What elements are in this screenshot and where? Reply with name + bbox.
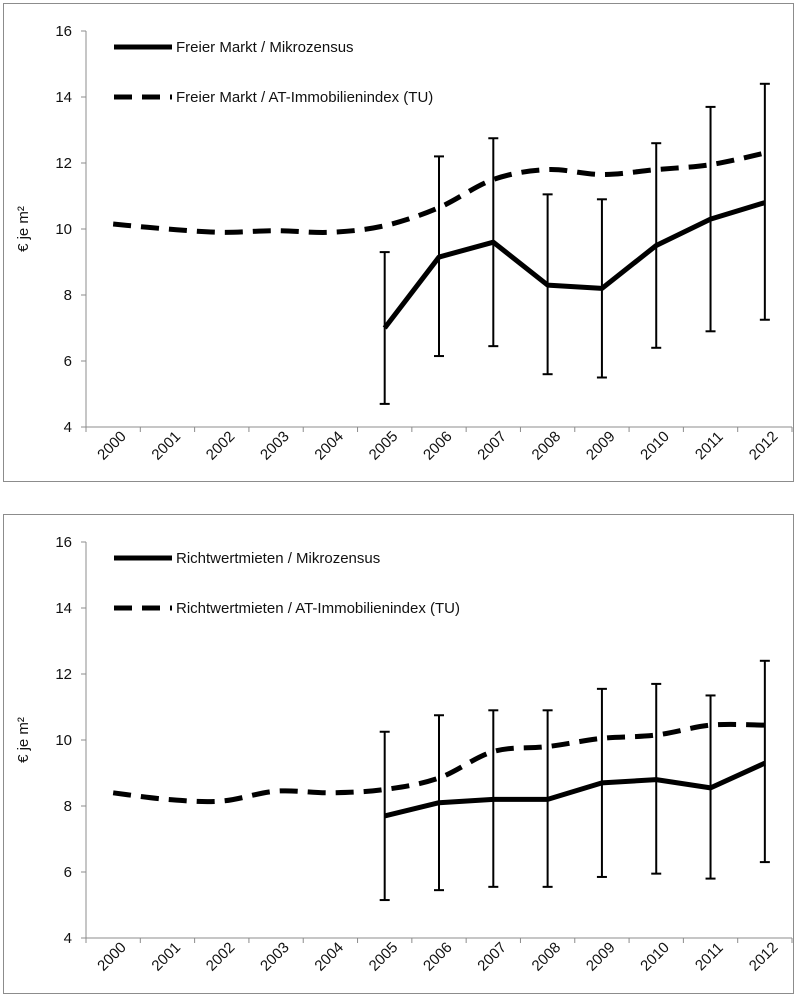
- legend-label-0: Richtwertmieten / Mikrozensus: [176, 550, 380, 567]
- x-tick-label: 2010: [637, 428, 673, 464]
- x-tick-label: 2001: [148, 939, 184, 975]
- x-tick-label: 2001: [148, 428, 184, 464]
- chart-panel-freier-markt: 4 6 8 10 12 14 16 2000 2001 2002 2003 2004 2005 2006 2…: [3, 3, 794, 482]
- y-axis-title: € je m²: [15, 717, 32, 763]
- y-tick-label: 10: [55, 732, 72, 749]
- x-tick-label: 2012: [746, 428, 782, 464]
- x-tick-label: 2008: [529, 939, 565, 975]
- x-tick-label: 2012: [746, 939, 782, 975]
- y-tick-label: 8: [64, 287, 72, 304]
- x-tick-label: 2007: [474, 939, 510, 975]
- x-tick-label: 2004: [311, 428, 347, 464]
- legend-label-1: Freier Markt / AT-Immobilienindex (TU): [176, 89, 433, 106]
- x-tick-label: 2002: [203, 428, 239, 464]
- y-tick-label: 14: [55, 89, 72, 106]
- legend-label-0: Freier Markt / Mikrozensus: [176, 39, 354, 56]
- y-tick-label: 16: [55, 534, 72, 551]
- y-tick-label: 4: [64, 419, 72, 436]
- x-tick-label: 2003: [257, 939, 293, 975]
- x-tick-label: 2011: [692, 428, 727, 463]
- x-tick-label: 2002: [203, 939, 239, 975]
- x-tick-label: 2007: [474, 428, 510, 464]
- x-tick-label: 2000: [94, 939, 130, 975]
- y-tick-label: 10: [55, 221, 72, 238]
- x-tick-label: 2005: [366, 939, 402, 975]
- y-tick-label: 4: [64, 930, 72, 947]
- y-tick-label: 12: [55, 666, 72, 683]
- series-line-0: [384, 760, 766, 819]
- y-tick-label: 6: [64, 353, 72, 370]
- x-tick-label: 2006: [420, 939, 456, 975]
- x-tick-label: 2003: [257, 428, 293, 464]
- y-axis-title: € je m²: [15, 206, 32, 252]
- chart-panel-richtwertmieten: 4 6 8 10 12 14 16 2000 2001 2002 2003 2004 2005 2006 2…: [3, 514, 794, 994]
- y-tick-label: 12: [55, 155, 72, 172]
- series-line-0: [382, 200, 766, 330]
- y-tick-label: 6: [64, 864, 72, 881]
- x-tick-label: 2009: [583, 939, 619, 975]
- chart-richtwertmieten: 4 6 8 10 12 14 16 2000 2001 2002 2003 2004 2005 2006 2…: [15, 534, 793, 975]
- x-tick-label: 2011: [692, 939, 727, 974]
- x-tick-label: 2009: [583, 428, 619, 464]
- x-tick-label: 2004: [311, 939, 347, 975]
- y-tick-label: 8: [64, 798, 72, 815]
- x-tick-label: 2008: [529, 428, 565, 464]
- x-tick-label: 2000: [94, 428, 130, 464]
- legend-label-1: Richtwertmieten / AT-Immobilienindex (TU…: [176, 600, 460, 617]
- y-tick-label: 16: [55, 23, 72, 40]
- x-tick-label: 2006: [420, 428, 456, 464]
- y-tick-label: 14: [55, 600, 72, 617]
- chart-freier-markt: 4 6 8 10 12 14 16 2000 2001 2002 2003 2004 2005 2006 2…: [15, 23, 793, 464]
- x-tick-label: 2005: [366, 428, 402, 464]
- x-tick-label: 2010: [637, 939, 673, 975]
